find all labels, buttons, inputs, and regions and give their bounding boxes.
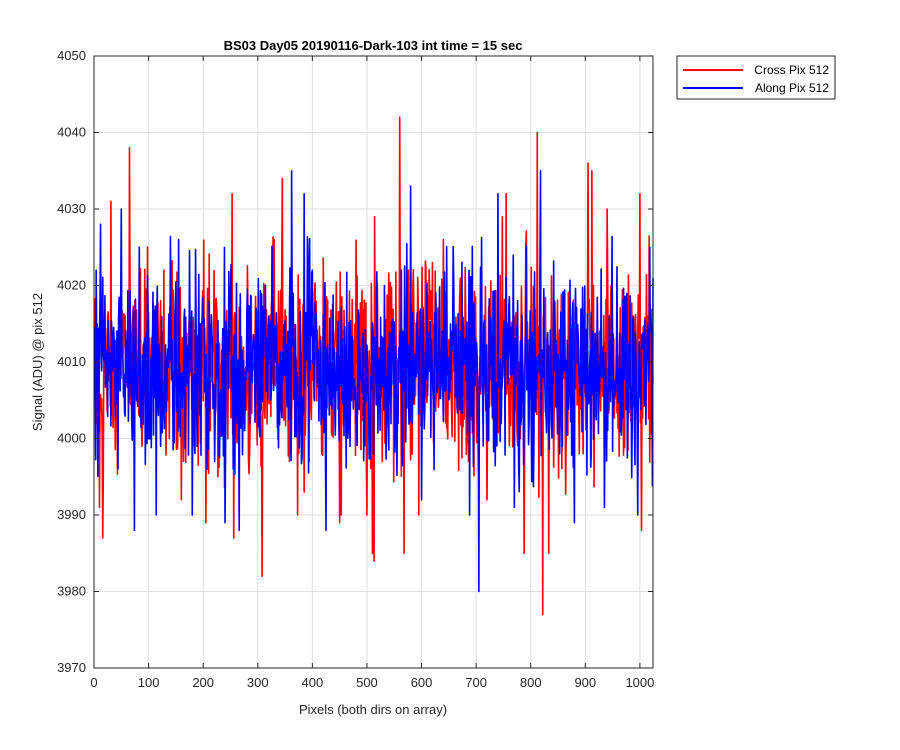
x-tick-label: 700 <box>465 675 487 690</box>
legend-label-along: Along Pix 512 <box>755 81 829 95</box>
x-tick-label: 300 <box>247 675 269 690</box>
x-axis-label: Pixels (both dirs on array) <box>299 702 447 717</box>
x-tick-label: 500 <box>356 675 378 690</box>
x-tick-label: 800 <box>520 675 542 690</box>
y-tick-label: 4050 <box>57 48 86 63</box>
y-tick-label: 4030 <box>57 201 86 216</box>
y-tick-label: 4020 <box>57 278 86 293</box>
series-line-along-pix <box>93 169 654 593</box>
x-tick-label: 200 <box>192 675 214 690</box>
y-tick-label: 3980 <box>57 584 86 599</box>
x-tick-label: 400 <box>302 675 324 690</box>
legend-label-cross: Cross Pix 512 <box>754 63 829 77</box>
x-tick-label: 1000 <box>625 675 654 690</box>
y-tick-label: 4000 <box>57 431 86 446</box>
y-axis-label: Signal (ADU) @ pix 512 <box>30 293 45 431</box>
x-tick-label: 600 <box>411 675 433 690</box>
y-tick-label: 3990 <box>57 507 86 522</box>
legend: Cross Pix 512 Along Pix 512 <box>676 55 836 100</box>
x-tick-label: 900 <box>574 675 596 690</box>
series-layer <box>93 116 654 616</box>
y-tick-label: 3970 <box>57 660 86 675</box>
x-tick-label: 100 <box>138 675 160 690</box>
chart-title: BS03 Day05 20190116-Dark-103 int time = … <box>224 38 523 53</box>
y-tick-label: 4010 <box>57 354 86 369</box>
x-tick-label: 0 <box>90 675 97 690</box>
ticks: 0 100 200 300 400 500 600 700 800 900 1000 3970 3980… <box>57 48 654 690</box>
y-tick-label: 4040 <box>57 125 86 140</box>
legend-box <box>676 55 836 100</box>
